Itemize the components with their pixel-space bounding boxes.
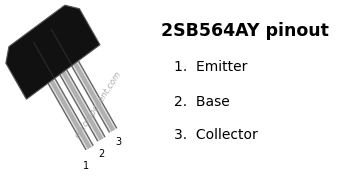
Text: 2: 2 — [99, 149, 105, 159]
Text: 1.  Emitter: 1. Emitter — [174, 60, 247, 74]
Text: el-component.com: el-component.com — [73, 70, 124, 140]
Text: 2.  Base: 2. Base — [174, 95, 229, 109]
Text: 1: 1 — [82, 161, 89, 171]
Text: 3: 3 — [116, 137, 122, 147]
Polygon shape — [6, 5, 100, 99]
Text: 2SB564AY pinout: 2SB564AY pinout — [160, 22, 328, 40]
Text: 3.  Collector: 3. Collector — [174, 128, 257, 142]
